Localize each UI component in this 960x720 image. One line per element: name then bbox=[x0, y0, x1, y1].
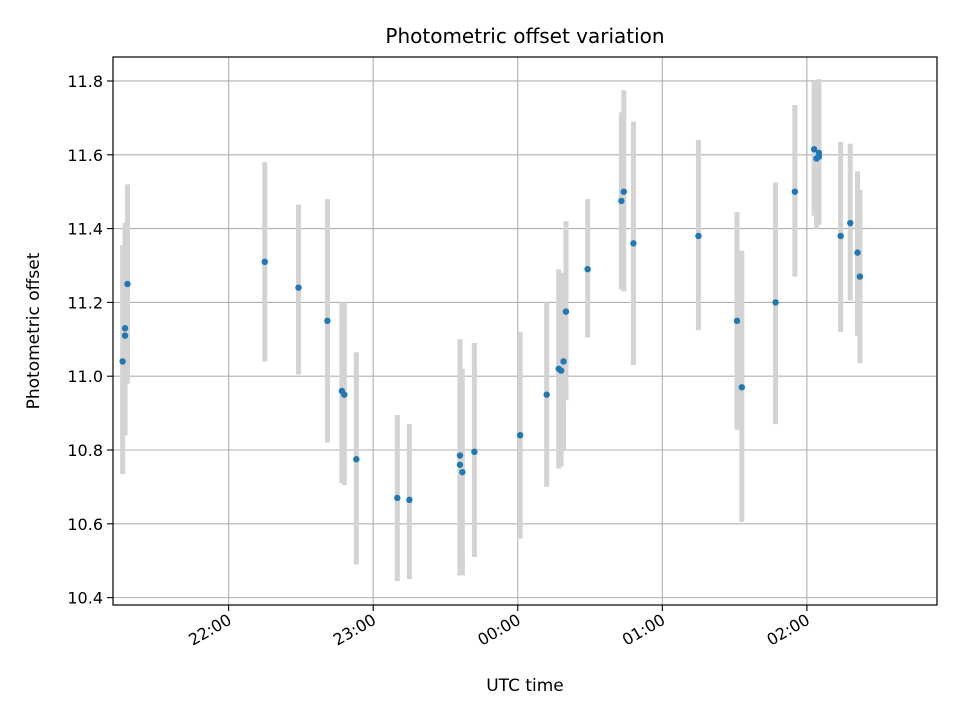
data-point bbox=[560, 358, 567, 365]
data-point bbox=[630, 240, 637, 247]
y-axis-label: Photometric offset bbox=[24, 252, 44, 409]
data-point bbox=[847, 219, 854, 227]
data-point bbox=[618, 197, 625, 205]
data-point bbox=[341, 391, 348, 398]
x-tick-label: 22:00 bbox=[185, 610, 234, 650]
y-tick-label: 10.4 bbox=[67, 589, 103, 608]
data-point bbox=[394, 494, 401, 502]
y-tick-label: 11.6 bbox=[67, 146, 103, 165]
x-tick-label: 02:00 bbox=[763, 610, 812, 650]
x-axis-label: UTC time bbox=[486, 676, 564, 696]
chart-title: Photometric offset variation bbox=[385, 24, 664, 48]
data-point bbox=[324, 317, 331, 325]
data-point bbox=[856, 273, 864, 280]
data-point bbox=[261, 258, 268, 266]
data-point bbox=[738, 384, 746, 391]
data-point bbox=[854, 249, 861, 256]
y-tick-label: 11.0 bbox=[67, 367, 103, 386]
ticks: 10.4 10.6 10.8 11.0 11.2 11.4 11.6 11.8 22:00 23:… bbox=[67, 72, 813, 650]
data-point bbox=[406, 496, 413, 504]
data-point bbox=[772, 299, 779, 306]
y-tick-label: 11.8 bbox=[67, 72, 103, 91]
data-point bbox=[791, 188, 799, 195]
data-point bbox=[733, 317, 741, 325]
y-tick-label: 10.6 bbox=[67, 515, 103, 534]
data-point bbox=[471, 448, 478, 456]
data-point bbox=[584, 265, 591, 273]
data-point bbox=[516, 432, 524, 439]
data-point bbox=[562, 308, 570, 315]
y-tick-label: 10.8 bbox=[67, 441, 103, 460]
data-point bbox=[837, 232, 844, 240]
data-point bbox=[353, 456, 360, 463]
plot-frame bbox=[112, 56, 938, 606]
data-point bbox=[456, 452, 464, 459]
grid bbox=[113, 57, 937, 605]
x-tick-label: 00:00 bbox=[474, 610, 523, 650]
y-tick-label: 11.2 bbox=[67, 293, 103, 312]
data-point bbox=[459, 468, 466, 476]
y-tick-label: 11.4 bbox=[67, 220, 103, 239]
data-point bbox=[620, 188, 627, 195]
data-point bbox=[810, 146, 818, 153]
data-point bbox=[456, 461, 464, 468]
data-point bbox=[119, 358, 126, 365]
data-point bbox=[295, 284, 302, 291]
data-point bbox=[695, 232, 702, 240]
data-points bbox=[119, 146, 864, 504]
data-point bbox=[121, 332, 129, 339]
data-point bbox=[121, 325, 129, 332]
data-point bbox=[557, 367, 565, 374]
x-tick-label: 23:00 bbox=[330, 610, 379, 650]
data-point bbox=[543, 391, 550, 398]
data-point bbox=[124, 280, 131, 288]
x-tick-label: 01:00 bbox=[619, 610, 668, 650]
data-point bbox=[815, 149, 823, 157]
